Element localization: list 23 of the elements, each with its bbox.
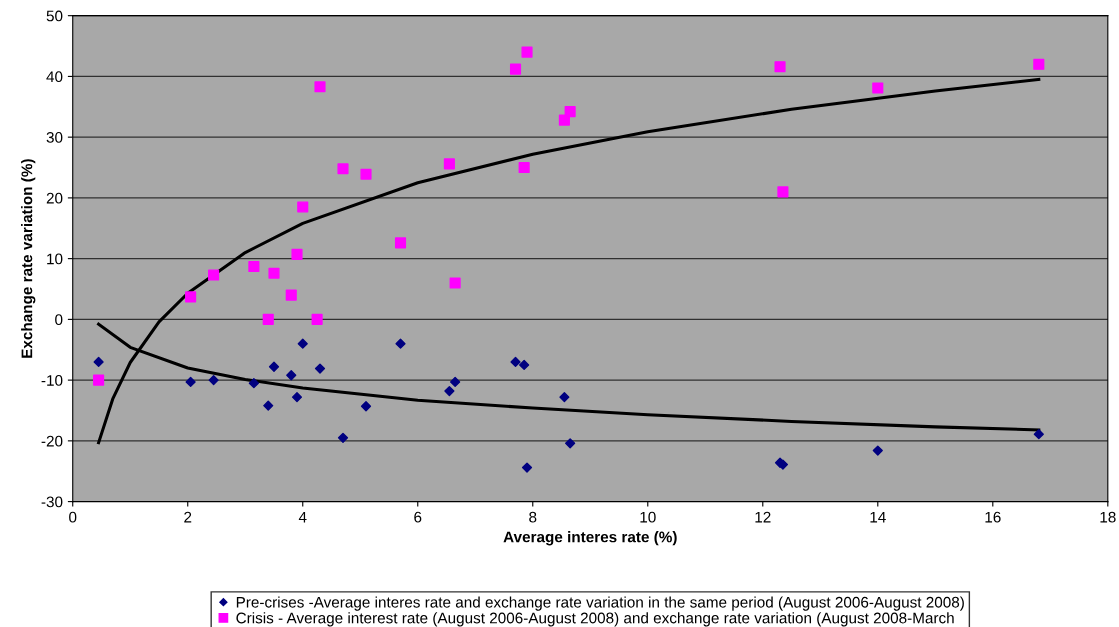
y-axis-title: Exchange rate variation (%) [21,159,36,358]
y-tick-label: 40 [46,71,63,83]
x-tick-label: 6 [414,511,422,523]
x-tick-label: 4 [298,511,307,523]
y-tick-label: 20 [46,192,63,204]
x-tick-label: 16 [985,511,1001,523]
legend-label: Crisis - Average interest rate (August 2006-August 2008) and exchange rate variation (August 2008-March [236,612,954,627]
y-tick-label: -20 [41,435,63,447]
x-tick-label: 10 [640,511,656,523]
legend-label: Pre-crises -Average interes rate and exchange rate variation in the same period (August 2006-August 2008) [236,596,964,611]
x-tick-label: 0 [69,511,77,523]
x-tick-label: 18 [1100,511,1116,523]
x-tick-label: 8 [529,511,537,523]
x-tick-label: 14 [870,511,886,523]
y-tick-label: -10 [41,374,63,386]
x-axis-title: Average interes rate (%) [503,531,677,546]
y-tick-label: 0 [55,314,63,326]
y-tick-label: 30 [46,132,63,143]
y-tick-label: 10 [47,253,63,265]
x-tick-label: 12 [755,511,771,523]
y-tick-label: -30 [41,496,63,508]
x-tick-label: 2 [184,511,192,523]
y-tick-label: 50 [46,10,63,22]
